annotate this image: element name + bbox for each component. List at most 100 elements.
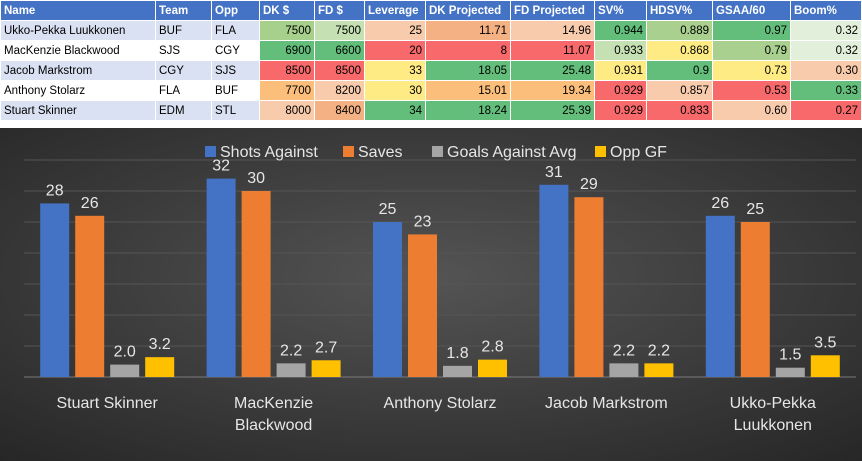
goalie-bar-chart: Shots Against Saves Goals Against Avg Opp G… [0, 128, 862, 461]
column-header: FD $ [314, 0, 365, 21]
table-cell: 0.30 [790, 60, 862, 81]
table-row: Jacob Markstrom CGY SJS 8500 8500 33 18.05 25.4… [0, 60, 862, 81]
table-cell: SJS [211, 60, 260, 81]
data-label: 3.5 [814, 334, 836, 351]
table-cell: 25.39 [510, 100, 595, 121]
bar [276, 363, 306, 377]
bar [206, 178, 236, 377]
data-label: 2.2 [648, 342, 670, 359]
table-cell: STL [211, 100, 260, 121]
table-cell: 0.944 [594, 20, 647, 41]
table-cell: 8500 [314, 60, 365, 81]
table-cell: CGY [155, 60, 212, 81]
table-cell: 0.32 [790, 20, 862, 41]
data-label: 2.7 [315, 339, 337, 356]
data-label: 1.8 [446, 345, 468, 362]
column-header: Leverage [364, 0, 426, 21]
table-cell: 0.33 [790, 80, 862, 101]
bar [539, 184, 569, 377]
category-label: Anthony Stolarz [384, 395, 497, 412]
table-cell: 14.96 [510, 20, 595, 41]
table-cell: 0.833 [646, 100, 713, 121]
table-cell: 25.48 [510, 60, 595, 81]
table-cell: Stuart Skinner [0, 100, 156, 121]
data-label: 25 [746, 201, 764, 218]
bar [775, 367, 805, 377]
table-cell: 11.07 [510, 40, 595, 61]
bar [241, 191, 271, 377]
legend-label: Opp GF [610, 144, 667, 161]
data-label: 2.8 [481, 339, 503, 356]
data-label: 31 [545, 164, 563, 181]
table-cell: 0.857 [646, 80, 713, 101]
bar [443, 365, 472, 377]
table-cell: 0.929 [594, 100, 647, 121]
category-axis: Stuart Skinner MacKenzie Blackwood Anthony … [57, 395, 817, 434]
legend-swatch [343, 146, 354, 157]
table-cell: 0.929 [594, 80, 647, 101]
data-label: 25 [379, 201, 397, 218]
table-cell: 18.24 [425, 100, 511, 121]
table-cell: 0.79 [712, 40, 791, 61]
legend-label: Saves [358, 144, 402, 161]
data-label: 3.2 [149, 336, 171, 353]
data-label: 26 [711, 195, 729, 212]
column-header: Boom% [790, 0, 862, 21]
table-cell: 8500 [259, 60, 315, 81]
data-label: 23 [414, 213, 432, 230]
bar [40, 203, 70, 377]
legend-swatch [432, 146, 443, 157]
table-cell: 0.97 [712, 20, 791, 41]
table-cell: 0.32 [790, 40, 862, 61]
data-label: 2.2 [613, 342, 635, 359]
table-cell: BUF [155, 20, 212, 41]
table-cell: 30 [364, 80, 426, 101]
data-label: 29 [580, 176, 598, 193]
bar [311, 360, 341, 377]
category-label: MacKenzie [234, 395, 313, 412]
column-header: DK $ [259, 0, 315, 21]
column-header: DK Projected [425, 0, 511, 21]
category-label: Stuart Skinner [57, 395, 159, 412]
table-cell: 15.01 [425, 80, 511, 101]
table-row: Anthony Stolarz FLA BUF 7700 8200 30 15.01 19.3… [0, 80, 862, 101]
table-cell: 18.05 [425, 60, 511, 81]
table-row: Ukko-Pekka Luukkonen BUF FLA 7500 7500 25 11.7… [0, 20, 862, 41]
table-cell: 0.73 [712, 60, 791, 81]
data-label: 2.0 [114, 344, 136, 361]
legend-label: Shots Against [220, 144, 318, 161]
table-cell: 7700 [259, 80, 315, 101]
table-cell: 11.71 [425, 20, 511, 41]
table-cell: CGY [211, 40, 260, 61]
category-label: Luukkonen [734, 417, 812, 434]
table-cell: 0.889 [646, 20, 713, 41]
table-cell: 6900 [259, 40, 315, 61]
table-header-row: Name Team Opp DK $ FD $ Leverage DK Projected F… [0, 0, 862, 21]
table-cell: Jacob Markstrom [0, 60, 156, 81]
legend-label: Goals Against Avg [447, 144, 577, 161]
table-cell: BUF [211, 80, 260, 101]
data-label: 26 [81, 195, 99, 212]
bars [40, 178, 840, 377]
column-header: FD Projected [510, 0, 595, 21]
table-cell: 0.933 [594, 40, 647, 61]
chart-legend: Shots Against Saves Goals Against Avg Opp G… [205, 144, 667, 161]
column-header: Team [155, 0, 212, 21]
table-cell: Ukko-Pekka Luukkonen [0, 20, 156, 41]
bar [373, 222, 402, 377]
table-cell: 8 [425, 40, 511, 61]
bar [644, 363, 674, 377]
table-cell: 0.27 [790, 100, 862, 121]
category-label: Jacob Markstrom [545, 395, 668, 412]
bar [705, 215, 735, 377]
table-cell: 19.34 [510, 80, 595, 101]
column-header: SV% [594, 0, 647, 21]
table-cell: 0.53 [712, 80, 791, 101]
bar [110, 364, 140, 377]
table-cell: 20 [364, 40, 426, 61]
table-cell: 25 [364, 20, 426, 41]
table-cell: FLA [155, 80, 212, 101]
category-label: Ukko-Pekka [730, 395, 816, 412]
table-row: Stuart Skinner EDM STL 8000 8400 34 18.24 25.39… [0, 100, 862, 121]
chart-canvas: Shots Against Saves Goals Against Avg Opp G… [0, 128, 862, 461]
